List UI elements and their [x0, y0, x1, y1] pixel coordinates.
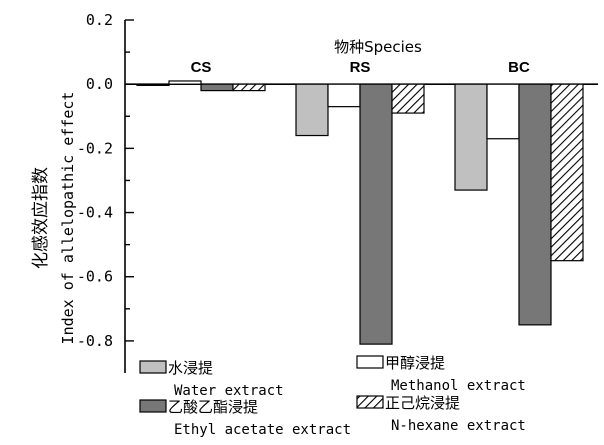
y-tick-label: -0.2 [77, 139, 113, 157]
legend-label-chinese: 乙酸乙酯浸提 [168, 398, 258, 416]
legend-label-chinese: 水浸提 [168, 359, 213, 377]
bar-rs-series-3 [359, 83, 393, 345]
y-tick-label: -0.6 [77, 268, 113, 286]
legend-label-english: Water extract [174, 383, 284, 399]
y-tick-label: -0.8 [77, 332, 113, 350]
legend-label-english: N-hexane extract [391, 418, 526, 434]
legend-swatch-series-3 [139, 399, 167, 413]
category-label: RS [350, 59, 371, 76]
y-axis-label-english: Index of allelopathic effect [59, 92, 77, 345]
y-tick-label: 0.0 [86, 75, 113, 93]
bar-rs-series-1 [295, 83, 329, 137]
bar-cs-series-3 [200, 83, 234, 92]
y-tick-label: 0.2 [86, 11, 113, 29]
legend-swatch-series-1 [139, 360, 167, 374]
legend-label-chinese: 甲醇浸提 [385, 354, 445, 372]
legend-swatch-series-2 [356, 355, 384, 369]
bar-cs-series-2 [168, 80, 202, 85]
y-tick-label: -0.4 [77, 204, 113, 222]
bar-cs-series-4 [232, 83, 266, 92]
bar-bc-series-1 [454, 83, 488, 191]
category-label: CS [191, 59, 212, 76]
bar-rs-series-2 [327, 83, 361, 108]
bar-rs-series-4 [391, 83, 425, 114]
bar-bc-series-3 [518, 83, 552, 326]
legend-label-english: Ethyl acetate extract [174, 422, 351, 438]
bar-bc-series-4 [550, 83, 584, 262]
bar-bc-series-2 [486, 83, 520, 140]
legend-swatch-series-4 [356, 395, 384, 409]
legend-label-english: Methanol extract [391, 378, 526, 394]
chart-title: 物种Species [334, 38, 422, 56]
bar-cs-series-1 [136, 83, 170, 86]
category-label: BC [508, 59, 530, 76]
y-axis-label-chinese: 化感效应指数 [31, 167, 51, 269]
legend-label-chinese: 正己烷浸提 [385, 394, 460, 412]
